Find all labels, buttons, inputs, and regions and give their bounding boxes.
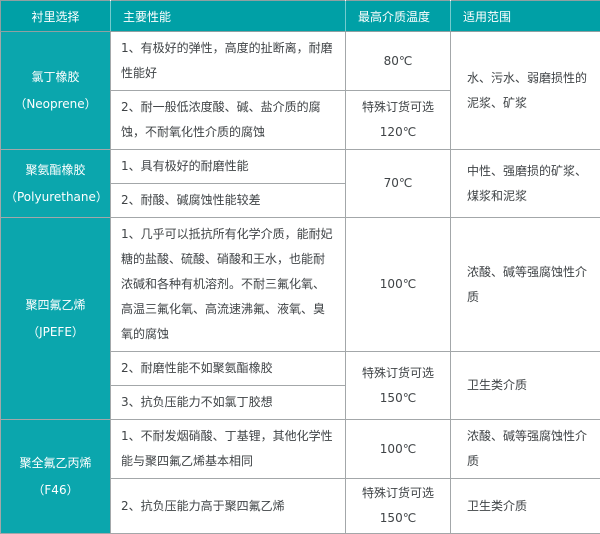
lining-name: 氯丁橡胶 xyxy=(5,64,106,91)
temperature-cell: 80℃ xyxy=(346,32,451,91)
lining-cell-f46: 聚全氟乙丙烯 （F46） xyxy=(1,420,111,534)
performance-cell: 2、耐磨性能不如聚氨酯橡胶 xyxy=(111,352,346,386)
performance-cell: 1、不耐发烟硝酸、丁基锂，其他化学性能与聚四氟乙烯基本相同 xyxy=(111,420,346,479)
header-lining-selection: 衬里选择 xyxy=(1,1,111,32)
lining-name: 聚全氟乙丙烯 xyxy=(5,450,106,477)
performance-cell: 1、几乎可以抵抗所有化学介质，能耐妃糖的盐酸、硫酸、硝酸和王水，也能耐浓碱和各种… xyxy=(111,218,346,352)
lining-cell-neoprene: 氯丁橡胶 （Neoprene） xyxy=(1,32,111,150)
temperature-cell: 特殊订货可选 150℃ xyxy=(346,352,451,420)
performance-cell: 2、耐酸、碱腐蚀性能较差 xyxy=(111,184,346,218)
lining-cell-polyurethane: 聚氨酯橡胶 （Polyurethane） xyxy=(1,150,111,218)
lining-alias: （JPEFE） xyxy=(5,319,106,346)
header-applicable-range: 适用范围 xyxy=(451,1,600,32)
performance-cell: 1、有极好的弹性，高度的扯断离，耐磨性能好 xyxy=(111,32,346,91)
performance-cell: 2、抗负压能力高于聚四氟乙烯 xyxy=(111,479,346,534)
table-row: 聚全氟乙丙烯 （F46） 1、不耐发烟硝酸、丁基锂，其他化学性能与聚四氟乙烯基本… xyxy=(1,420,600,479)
lining-name: 聚四氟乙烯 xyxy=(5,292,106,319)
range-cell: 卫生类介质 xyxy=(451,479,600,534)
performance-cell: 2、耐一般低浓度酸、碱、盐介质的腐蚀，不耐氧化性介质的腐蚀 xyxy=(111,91,346,150)
performance-cell: 3、抗负压能力不如氯丁胶想 xyxy=(111,386,346,420)
table-row: 聚氨酯橡胶 （Polyurethane） 1、具有极好的耐磨性能 70℃ 中性、… xyxy=(1,150,600,184)
lining-selection-page: 衬里选择 主要性能 最高介质温度 适用范围 氯丁橡胶 （Neoprene） 1、… xyxy=(0,0,600,427)
lining-name: 聚氨酯橡胶 xyxy=(5,157,106,184)
table-row: 聚四氟乙烯 （JPEFE） 1、几乎可以抵抗所有化学介质，能耐妃糖的盐酸、硫酸、… xyxy=(1,218,600,352)
lining-cell-ptfe: 聚四氟乙烯 （JPEFE） xyxy=(1,218,111,420)
table-header: 衬里选择 主要性能 最高介质温度 适用范围 xyxy=(1,1,600,32)
range-cell: 卫生类介质 xyxy=(451,352,600,420)
lining-alias: （F46） xyxy=(5,477,106,504)
lining-alias: （Polyurethane） xyxy=(5,184,106,211)
temperature-cell: 100℃ xyxy=(346,420,451,479)
temperature-cell: 特殊订货可选 120℃ xyxy=(346,91,451,150)
range-cell: 浓酸、碱等强腐蚀性介质 xyxy=(451,218,600,352)
performance-cell: 1、具有极好的耐磨性能 xyxy=(111,150,346,184)
table-row: 氯丁橡胶 （Neoprene） 1、有极好的弹性，高度的扯断离，耐磨性能好 80… xyxy=(1,32,600,91)
header-max-medium-temperature: 最高介质温度 xyxy=(346,1,451,32)
temperature-cell: 特殊订货可选 150℃ xyxy=(346,479,451,534)
range-cell: 中性、强磨损的矿浆、煤浆和泥浆 xyxy=(451,150,600,218)
lining-alias: （Neoprene） xyxy=(5,91,106,118)
header-main-performance: 主要性能 xyxy=(111,1,346,32)
temperature-cell: 70℃ xyxy=(346,150,451,218)
range-cell: 水、污水、弱磨损性的泥浆、矿浆 xyxy=(451,32,600,150)
header-row: 衬里选择 主要性能 最高介质温度 适用范围 xyxy=(1,1,600,32)
range-cell: 浓酸、碱等强腐蚀性介质 xyxy=(451,420,600,479)
temperature-cell: 100℃ xyxy=(346,218,451,352)
